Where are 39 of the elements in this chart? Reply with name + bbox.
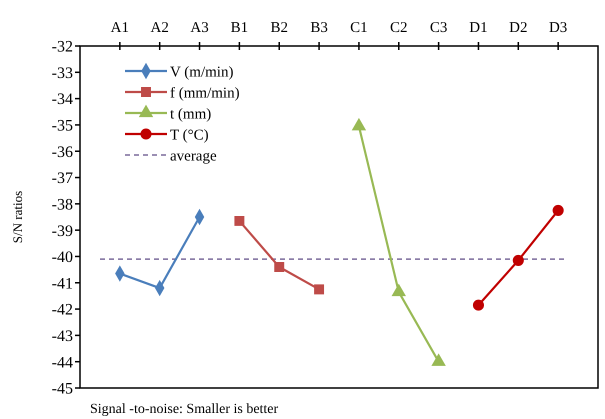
x-tick-label: D3 <box>548 20 568 36</box>
y-axis-title: S/N ratios <box>10 190 25 244</box>
legend-label: t (mm) <box>170 106 212 122</box>
x-tick-label: B2 <box>270 20 288 36</box>
y-tick-label: -39 <box>52 222 73 240</box>
point <box>274 262 284 272</box>
y-tick-label: -43 <box>52 328 73 345</box>
legend-label: T (°C) <box>170 127 209 144</box>
legend-label: average <box>170 148 217 164</box>
point <box>552 204 564 216</box>
y-tick-label: -44 <box>52 354 73 372</box>
point <box>314 284 324 294</box>
y-tick-label: -34 <box>52 91 73 108</box>
y-tick-label: -32 <box>52 38 73 56</box>
x-tick-label: B3 <box>310 20 328 36</box>
legend-label: f (mm/min) <box>170 85 240 102</box>
point <box>234 216 244 226</box>
x-tick-label: C3 <box>430 20 448 36</box>
x-tick-label: C1 <box>350 20 368 36</box>
y-tick-label: -35 <box>52 118 73 135</box>
text: Signal -to-noise: Smaller is better <box>90 402 279 417</box>
y-tick-label: -45 <box>52 380 73 398</box>
y-tick-label: -38 <box>52 196 73 214</box>
y-tick-label: -36 <box>52 144 73 161</box>
x-tick-label: D2 <box>509 20 528 36</box>
x-tick-label: B1 <box>230 20 248 36</box>
x-tick-label: A2 <box>150 20 169 36</box>
y-tick-label: -41 <box>52 275 73 292</box>
x-tick-label: A1 <box>110 20 130 36</box>
x-tick-label: C2 <box>390 20 408 36</box>
y-tick-label: -37 <box>52 170 73 188</box>
x-tick-label: D1 <box>469 20 488 36</box>
y-tick-label: -40 <box>52 249 73 266</box>
x-tick-label: A3 <box>190 20 209 36</box>
y-tick-label: -42 <box>52 302 73 319</box>
point <box>512 254 524 266</box>
point <box>472 300 484 311</box>
y-tick-label: -33 <box>52 64 73 82</box>
legend-label: V (m/min) <box>170 64 234 80</box>
